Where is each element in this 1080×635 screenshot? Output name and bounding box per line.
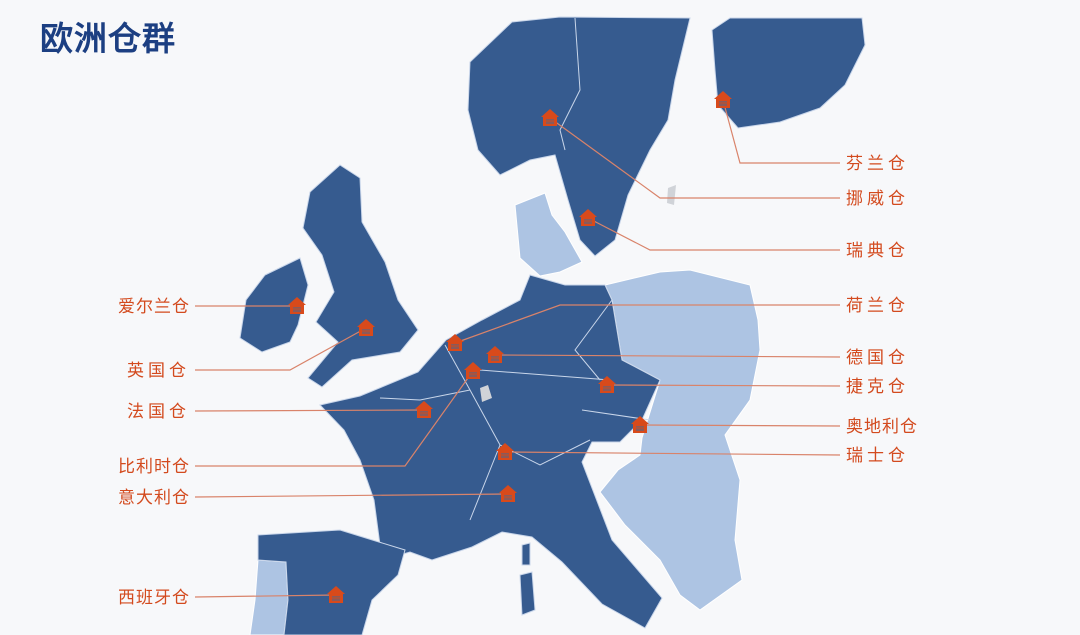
scandinavia-region bbox=[467, 16, 691, 257]
leader-lines bbox=[194, 99, 841, 598]
label-italy[interactable]: 意大利仓 bbox=[118, 488, 190, 508]
label-switzerland[interactable]: 瑞士仓 bbox=[846, 446, 909, 466]
sardinia-region bbox=[519, 571, 536, 616]
ireland-region bbox=[239, 257, 309, 353]
gotland-region bbox=[667, 185, 676, 205]
page-title: 欧洲仓群 bbox=[40, 19, 176, 58]
label-ireland[interactable]: 爱尔兰仓 bbox=[118, 297, 190, 317]
corsica-region bbox=[521, 542, 531, 566]
label-spain[interactable]: 西班牙仓 bbox=[118, 588, 190, 608]
label-austria[interactable]: 奥地利仓 bbox=[846, 417, 918, 437]
label-belgium[interactable]: 比利时仓 bbox=[118, 457, 190, 477]
great-britain-region bbox=[302, 164, 419, 388]
label-germany[interactable]: 德国仓 bbox=[846, 348, 909, 368]
iberia-region bbox=[257, 529, 406, 635]
label-uk[interactable]: 英国仓 bbox=[127, 361, 190, 381]
label-czech[interactable]: 捷克仓 bbox=[846, 377, 909, 397]
denmark-region bbox=[514, 192, 583, 277]
label-netherlands[interactable]: 荷兰仓 bbox=[846, 296, 909, 316]
label-sweden[interactable]: 瑞典仓 bbox=[846, 241, 909, 261]
portugal-region bbox=[249, 559, 289, 635]
continental-europe-region bbox=[319, 274, 663, 629]
label-france[interactable]: 法国仓 bbox=[127, 402, 190, 422]
luxembourg-region bbox=[480, 385, 492, 402]
label-finland[interactable]: 芬兰仓 bbox=[846, 154, 909, 174]
label-norway[interactable]: 挪威仓 bbox=[846, 189, 909, 209]
finland-region bbox=[711, 17, 866, 129]
eastern-europe-region bbox=[599, 269, 761, 611]
